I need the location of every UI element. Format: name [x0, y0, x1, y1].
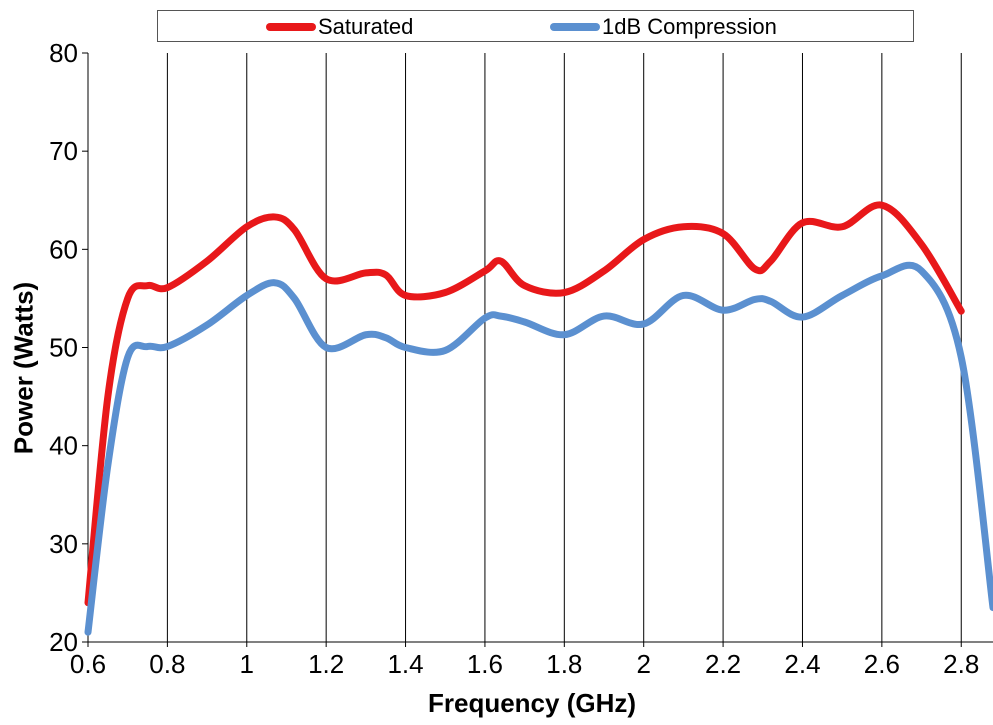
legend-item-saturated: Saturated	[266, 13, 413, 41]
x-tick-label: 0.6	[70, 649, 106, 679]
y-tick-label: 20	[49, 627, 78, 657]
x-tick-label: 1.8	[546, 649, 582, 679]
y-tick-label: 80	[49, 38, 78, 68]
series-line-compression	[84, 261, 993, 636]
x-tick-label: 2	[636, 649, 650, 679]
series-line-saturated	[84, 201, 965, 607]
x-tick-label: 1	[240, 649, 254, 679]
legend-item-compression: 1dB Compression	[550, 13, 777, 41]
y-tick-label: 60	[49, 234, 78, 264]
legend: Saturated 1dB Compression	[157, 10, 914, 42]
y-tick-label: 50	[49, 333, 78, 363]
x-tick-label: 1.6	[467, 649, 503, 679]
x-axis-title: Frequency (GHz)	[427, 688, 637, 718]
legend-label-compression: 1dB Compression	[602, 14, 777, 39]
legend-swatch-compression	[550, 23, 600, 31]
x-tick-label: 0.8	[149, 649, 185, 679]
x-tick-label: 1.4	[387, 649, 423, 679]
x-tick-label: 2.8	[943, 649, 979, 679]
y-axis-title: Power (Watts)	[8, 281, 39, 455]
y-tick-label: 30	[49, 529, 78, 559]
x-tick-label: 1.2	[308, 649, 344, 679]
x-tick-label: 2.2	[705, 649, 741, 679]
x-tick-label: 2.6	[864, 649, 900, 679]
legend-label-saturated: Saturated	[318, 14, 414, 39]
x-tick-label: 2.4	[784, 649, 820, 679]
legend-swatch-saturated	[266, 23, 316, 31]
y-tick-label: 40	[49, 431, 78, 461]
y-tick-label: 70	[49, 136, 78, 166]
